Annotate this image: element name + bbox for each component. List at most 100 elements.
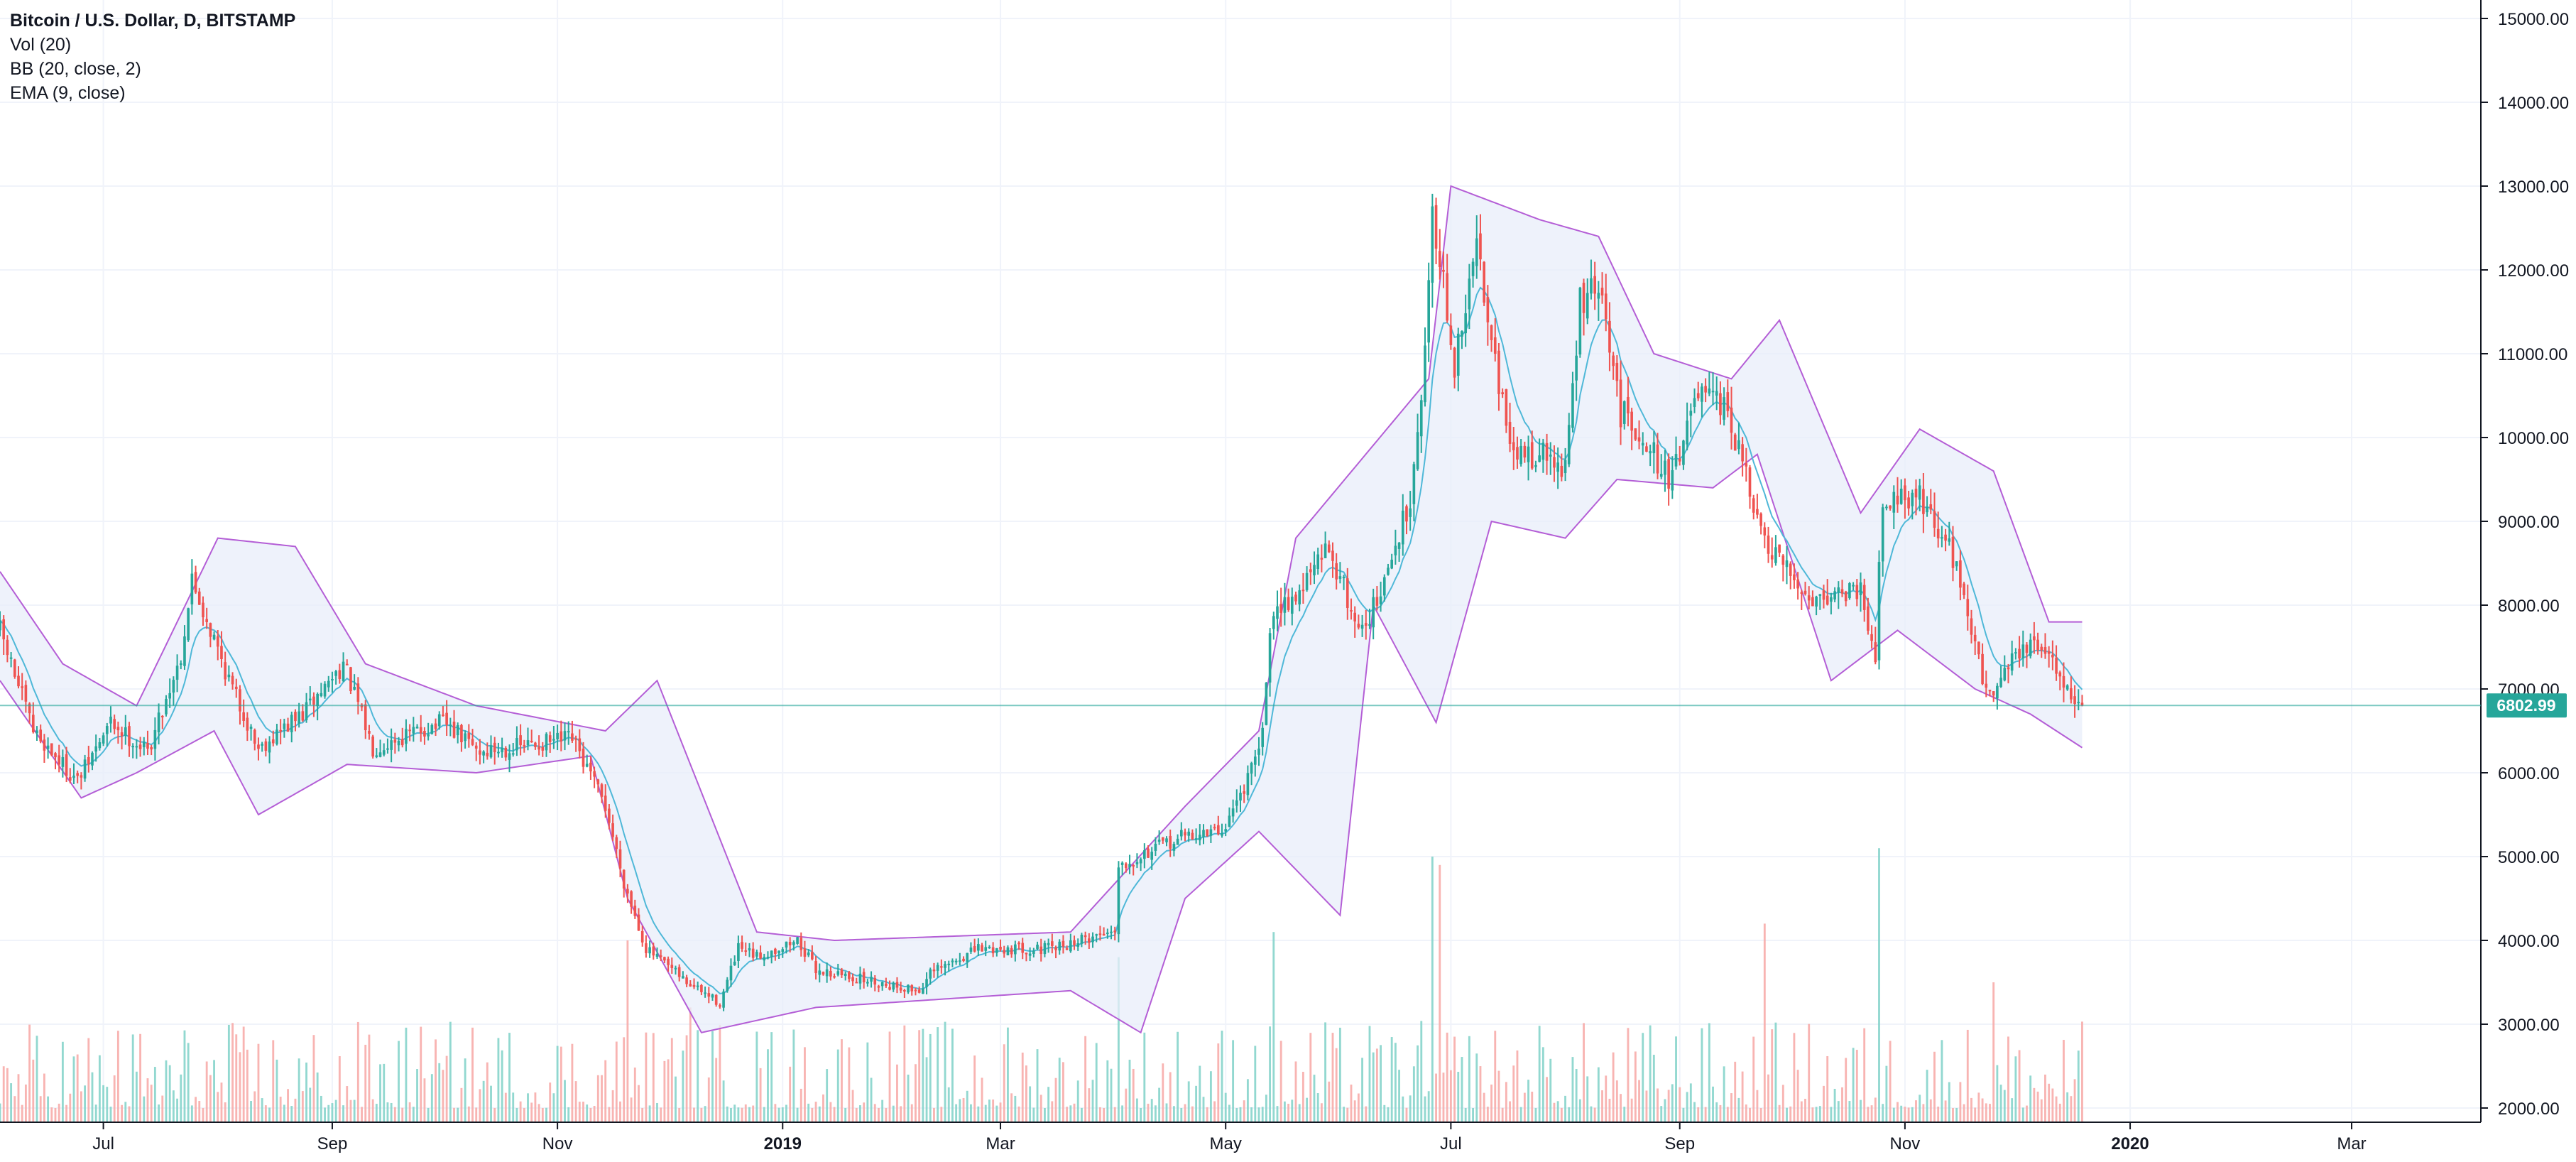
volume-bar bbox=[759, 1068, 762, 1122]
candle-body bbox=[1833, 591, 1836, 599]
volume-bar bbox=[918, 1030, 921, 1122]
candle-body bbox=[1142, 850, 1146, 859]
candle-body bbox=[552, 739, 555, 741]
volume-bar bbox=[770, 1032, 773, 1122]
candle-body bbox=[1309, 569, 1312, 572]
volume-bar bbox=[213, 1060, 215, 1122]
volume-bar bbox=[1486, 1107, 1489, 1122]
candle-body bbox=[1088, 938, 1091, 943]
volume-bar bbox=[959, 1099, 961, 1122]
volume-bar bbox=[1586, 1076, 1589, 1122]
volume-bar bbox=[799, 1088, 802, 1122]
volume-bar bbox=[638, 1085, 640, 1122]
candle-body bbox=[308, 698, 312, 701]
candle-body bbox=[430, 724, 434, 734]
candle-body bbox=[1382, 577, 1386, 596]
volume-bar bbox=[545, 1107, 547, 1122]
candle-body bbox=[1279, 604, 1283, 613]
volume-bar bbox=[1989, 1104, 1991, 1122]
volume-bar bbox=[1306, 1097, 1309, 1122]
volume-bar bbox=[851, 1090, 854, 1122]
candle-body bbox=[1933, 511, 1936, 528]
volume-bar bbox=[1383, 1104, 1386, 1122]
volume-bar bbox=[2, 1066, 5, 1122]
volume-bar bbox=[881, 1099, 884, 1122]
volume-bar bbox=[1058, 1058, 1061, 1122]
volume-bar bbox=[2026, 1105, 2028, 1122]
volume-bar bbox=[1069, 1105, 1072, 1122]
candle-body bbox=[24, 685, 28, 702]
candle-body bbox=[157, 712, 160, 732]
volume-bar bbox=[1671, 1084, 1674, 1122]
price-tick-label: 4000.00 bbox=[2498, 932, 2560, 951]
volume-bar bbox=[460, 1087, 463, 1122]
volume-bar bbox=[1904, 1107, 1906, 1122]
candle-body bbox=[1335, 563, 1338, 580]
volume-bar bbox=[523, 1107, 525, 1122]
candle-body bbox=[962, 958, 965, 962]
volume-bar bbox=[1885, 1065, 1888, 1122]
candle-body bbox=[257, 744, 260, 749]
volume-bar bbox=[261, 1098, 263, 1122]
candle-body bbox=[704, 992, 706, 994]
volume-bar bbox=[1911, 1107, 1914, 1122]
volume-bar bbox=[1937, 1106, 1940, 1122]
candle-body bbox=[984, 947, 988, 951]
candle-body bbox=[1973, 634, 1977, 641]
candle-body bbox=[1169, 835, 1172, 849]
volume-bar bbox=[999, 1102, 1002, 1122]
candle-body bbox=[1368, 624, 1371, 626]
candle-body bbox=[1424, 345, 1426, 403]
candle-body bbox=[172, 680, 175, 693]
volume-bar bbox=[1605, 1075, 1608, 1122]
time-tick-label: Mar bbox=[2337, 1134, 2366, 1153]
candle-body bbox=[663, 957, 666, 961]
volume-bar bbox=[2073, 1079, 2076, 1122]
volume-bar bbox=[1889, 1041, 1892, 1122]
volume-bar bbox=[1446, 1032, 1448, 1122]
volume-bar bbox=[202, 1107, 204, 1122]
candle-body bbox=[1674, 454, 1678, 467]
volume-bar bbox=[1472, 1107, 1474, 1122]
candle-body bbox=[1209, 829, 1213, 836]
candle-body bbox=[574, 738, 577, 740]
candle-body bbox=[6, 639, 9, 656]
candle-body bbox=[744, 950, 748, 952]
volume-bar bbox=[722, 1080, 725, 1122]
time-tick-label: Jul bbox=[92, 1134, 114, 1153]
volume-bar bbox=[2029, 1075, 2032, 1122]
volume-bar bbox=[1172, 1106, 1175, 1122]
candle-body bbox=[1446, 273, 1448, 321]
candle-body bbox=[1073, 940, 1076, 945]
candle-body bbox=[910, 985, 914, 992]
volume-bar bbox=[486, 1062, 489, 1122]
volume-bar bbox=[1353, 1100, 1356, 1122]
candle-body bbox=[1508, 421, 1512, 444]
candle-body bbox=[648, 947, 651, 954]
candle-body bbox=[405, 729, 408, 744]
volume-bar bbox=[1815, 1107, 1818, 1122]
volume-bar bbox=[1774, 1022, 1777, 1122]
volume-bar bbox=[393, 1107, 396, 1122]
candle-body bbox=[135, 746, 138, 748]
candle-body bbox=[1737, 440, 1740, 450]
volume-bar bbox=[792, 1029, 795, 1122]
candle-body bbox=[2043, 647, 2047, 654]
bollinger-lower bbox=[0, 452, 2083, 1034]
volume-bar bbox=[586, 1104, 589, 1122]
volume-bar bbox=[1213, 1101, 1216, 1122]
volume-bar bbox=[1999, 1085, 2002, 1122]
candle-body bbox=[1959, 560, 1962, 588]
candle-body bbox=[1497, 350, 1500, 394]
candle-body bbox=[1021, 943, 1025, 953]
volume-bar bbox=[1320, 1103, 1323, 1122]
candle-body bbox=[76, 773, 80, 776]
volume-bar bbox=[611, 1090, 614, 1122]
candle-body bbox=[578, 738, 582, 751]
candle-body bbox=[460, 724, 463, 742]
volume-bar bbox=[1372, 1052, 1375, 1122]
volume-bar bbox=[1682, 1107, 1685, 1122]
candle-body bbox=[1387, 568, 1390, 575]
volume-bar bbox=[224, 1102, 227, 1122]
